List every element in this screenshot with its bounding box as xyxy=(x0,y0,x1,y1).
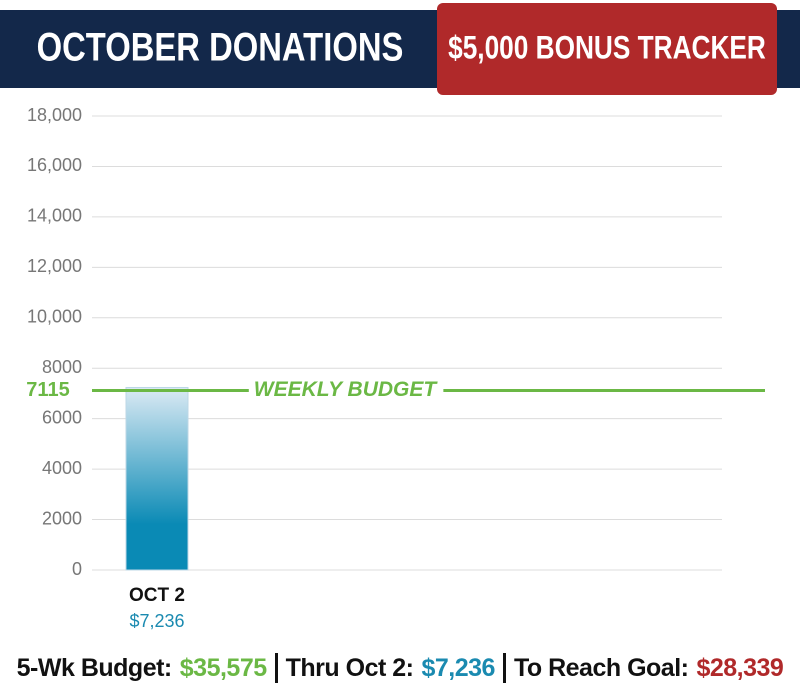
footer: 5-Wk Budget: $35,575 Thru Oct 2: $7,236 To R… xyxy=(0,648,800,688)
footer-label: Thru Oct 2: xyxy=(285,653,414,682)
reference-label-bg xyxy=(248,378,444,402)
footer-item: To Reach Goal: $28,339 xyxy=(506,654,791,683)
footer-item: Thru Oct 2: $7,236 xyxy=(278,654,503,683)
chart-title: OCTOBER DONATIONS xyxy=(37,24,404,69)
footer-item: 5-Wk Budget: $35,575 xyxy=(9,654,275,683)
y-tick-label: 4000 xyxy=(42,458,82,478)
separator xyxy=(274,653,278,683)
footer-value: $28,339 xyxy=(696,653,784,682)
separator xyxy=(502,653,506,683)
reference-label: WEEKLY BUDGET xyxy=(254,378,439,401)
footer-value: $35,575 xyxy=(179,653,267,682)
y-tick-label: 18,000 xyxy=(27,105,82,125)
y-tick-label: 16,000 xyxy=(27,155,82,175)
y-tick-label: 0 xyxy=(72,559,82,579)
y-tick-label: 2000 xyxy=(42,508,82,528)
y-tick-label: 6000 xyxy=(42,407,82,427)
y-tick-label: 10,000 xyxy=(27,307,82,327)
value-label: $7,236 xyxy=(129,611,184,631)
y-tick-label: 14,000 xyxy=(27,206,82,226)
footer-label: To Reach Goal: xyxy=(513,653,689,682)
footer-value: $7,236 xyxy=(421,653,495,682)
footer-label: 5-Wk Budget: xyxy=(16,653,173,682)
y-tick-label: 12,000 xyxy=(27,256,82,276)
reference-value: 7115 xyxy=(26,379,69,401)
bar xyxy=(125,386,189,571)
badge xyxy=(437,3,777,95)
badge-text: $5,000 BONUS TRACKER xyxy=(448,31,766,66)
x-tick-label: OCT 2 xyxy=(129,585,185,606)
y-tick-label: 8000 xyxy=(42,357,82,377)
